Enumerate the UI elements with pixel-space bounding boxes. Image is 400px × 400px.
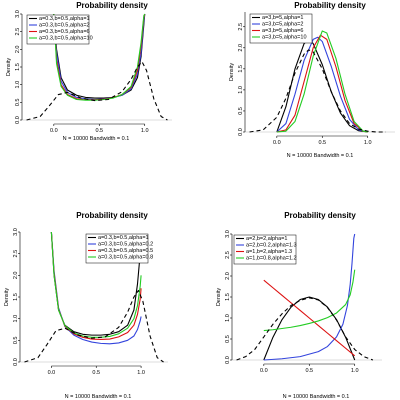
y-tick-label: 2.0 [238,44,244,52]
legend-label: a=1,b=0.8,alpha=1.2 [246,256,297,262]
series-line [276,30,368,133]
legend-box [233,234,297,265]
y-tick-label: 3.0 [15,10,21,18]
x-tick-label: 0.0 [260,368,268,374]
chart-title: Probability density [284,211,356,220]
y-tick-label: 2.5 [238,23,244,31]
kernel-density-line [249,49,386,133]
x-tick-label: 1.0 [351,368,359,374]
y-tick-label: 2.0 [13,272,19,280]
y-tick-label: 1.5 [238,65,244,73]
y-tick-label: 0.5 [15,99,21,107]
y-tick-label: 0.0 [225,356,231,364]
x-tick-label: 0.0 [273,140,281,146]
kernel-density-line [24,289,164,363]
x-tick-label: 1.0 [364,140,372,146]
legend-label: a=1,b=2,alpha=1.3 [246,249,292,255]
y-tick-label: 2.5 [13,250,19,258]
y-tick-label: 0.5 [225,335,231,343]
x-axis-label: N = 10000 Bandwidth = 0.1 [287,153,354,159]
y-axis-label: Density [216,288,222,307]
x-tick-label: 0.5 [305,368,313,374]
series-line [263,269,356,332]
legend-label: a=0.3,b=0.5,alpha=0.8 [98,255,153,261]
legend-label: a=3,b=5,alpha=2 [262,22,303,28]
y-tick-label: 1.5 [15,63,21,71]
legend-label: a=0.3,b=0.5,alpha=10 [39,36,93,42]
legend-label: a=3,b=5,alpha=10 [262,35,307,41]
series-line [276,34,368,133]
legend-label: a=0.3,b=0.5,alpha=6 [39,29,90,35]
legend-label: a=0.3,b=0.5,alpha=0.2 [98,242,153,248]
y-tick-label: 3.0 [225,230,231,238]
y-axis-label: Density [4,288,10,307]
series-line [276,38,368,133]
x-tick-label: 0.5 [95,128,103,134]
legend-label: a=0.3,b=0.5,alpha=2 [39,23,90,29]
chart-panel-2: Probability density 0.0 0.5 1.0 1.5 2.0 2.5 0.0… [229,1,395,159]
y-tick-label: 0.5 [13,337,19,345]
series-line [263,279,356,357]
chart-title: Probability density [76,211,148,220]
y-tick-label: 1.0 [238,86,244,94]
x-tick-label: 1.0 [137,370,145,376]
y-tick-label: 0.5 [238,107,244,115]
series-line [263,233,356,361]
y-tick-label: 0.0 [13,358,19,366]
legend-label: a=2,b=0.2,alpha=1.3 [246,243,297,249]
legend-label: a=3,b=5,alpha=1 [262,15,303,21]
y-tick-label: 1.0 [15,81,21,89]
chart-panel-4: Probability density 0.0 0.5 1.0 1.5 2.0 2.5 3.0… [216,211,382,400]
x-tick-label: 0.5 [92,370,100,376]
legend-label: a=0.3,b=0.5,alpha=0.5 [98,248,153,254]
x-axis-label: N = 10000 Bandwidth = 0.1 [63,136,130,142]
y-tick-label: 1.5 [13,293,19,301]
series-line [276,36,368,133]
y-tick-label: 2.5 [225,251,231,259]
y-tick-label: 0.0 [15,116,21,124]
chart-title: Probability density [294,1,366,10]
y-tick-label: 3.0 [13,228,19,236]
x-tick-label: 0.0 [48,370,56,376]
chart-panel-3: Probability density 0.0 0.5 1.0 1.5 2.0 2.5 3.0… [4,211,168,400]
legend-label: a=3,b=5,alpha=6 [262,28,303,34]
legend-box [249,13,313,44]
y-tick-label: 0.0 [238,128,244,136]
legend-label: a=0.3,b=0.5,alpha=1 [39,16,90,22]
series-line [53,13,146,101]
y-tick-label: 2.0 [225,272,231,280]
x-tick-label: 0.5 [318,140,326,146]
chart-panel-1: Probability density 0.0 0.5 1.0 1.5 2.0 2.5 3.0… [6,1,172,142]
y-tick-label: 1.0 [13,315,19,323]
legend-box [26,14,90,45]
legend-box [85,233,149,264]
y-tick-label: 1.5 [225,293,231,301]
legend-label: a=0.3,b=0.5,alpha=1 [98,235,149,241]
y-axis-label: Density [6,58,12,77]
y-tick-label: 1.0 [225,314,231,322]
x-tick-label: 0.0 [50,128,58,134]
legend-label: a=2,b=2,alpha=1 [246,236,287,242]
x-axis-label: N = 10000 Bandwidth = 0.1 [65,394,132,400]
y-axis-label: Density [229,63,235,82]
chart-title: Probability density [76,1,148,10]
kernel-density-line [26,61,168,121]
x-axis-label: N = 10000 Bandwidth = 0.1 [283,394,350,400]
y-tick-label: 2.0 [15,46,21,54]
x-tick-label: 1.0 [141,128,149,134]
y-tick-label: 2.5 [15,28,21,36]
kernel-density-line [236,297,374,361]
